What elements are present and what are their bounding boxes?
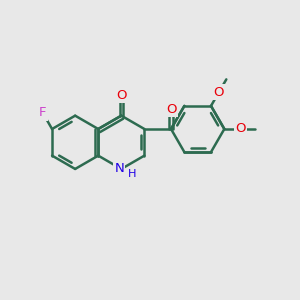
Text: H: H <box>128 169 136 178</box>
Text: O: O <box>166 103 176 116</box>
Text: O: O <box>235 122 246 136</box>
Text: N: N <box>114 163 124 176</box>
Text: O: O <box>214 85 224 99</box>
Text: O: O <box>116 89 127 102</box>
Text: F: F <box>39 106 46 119</box>
